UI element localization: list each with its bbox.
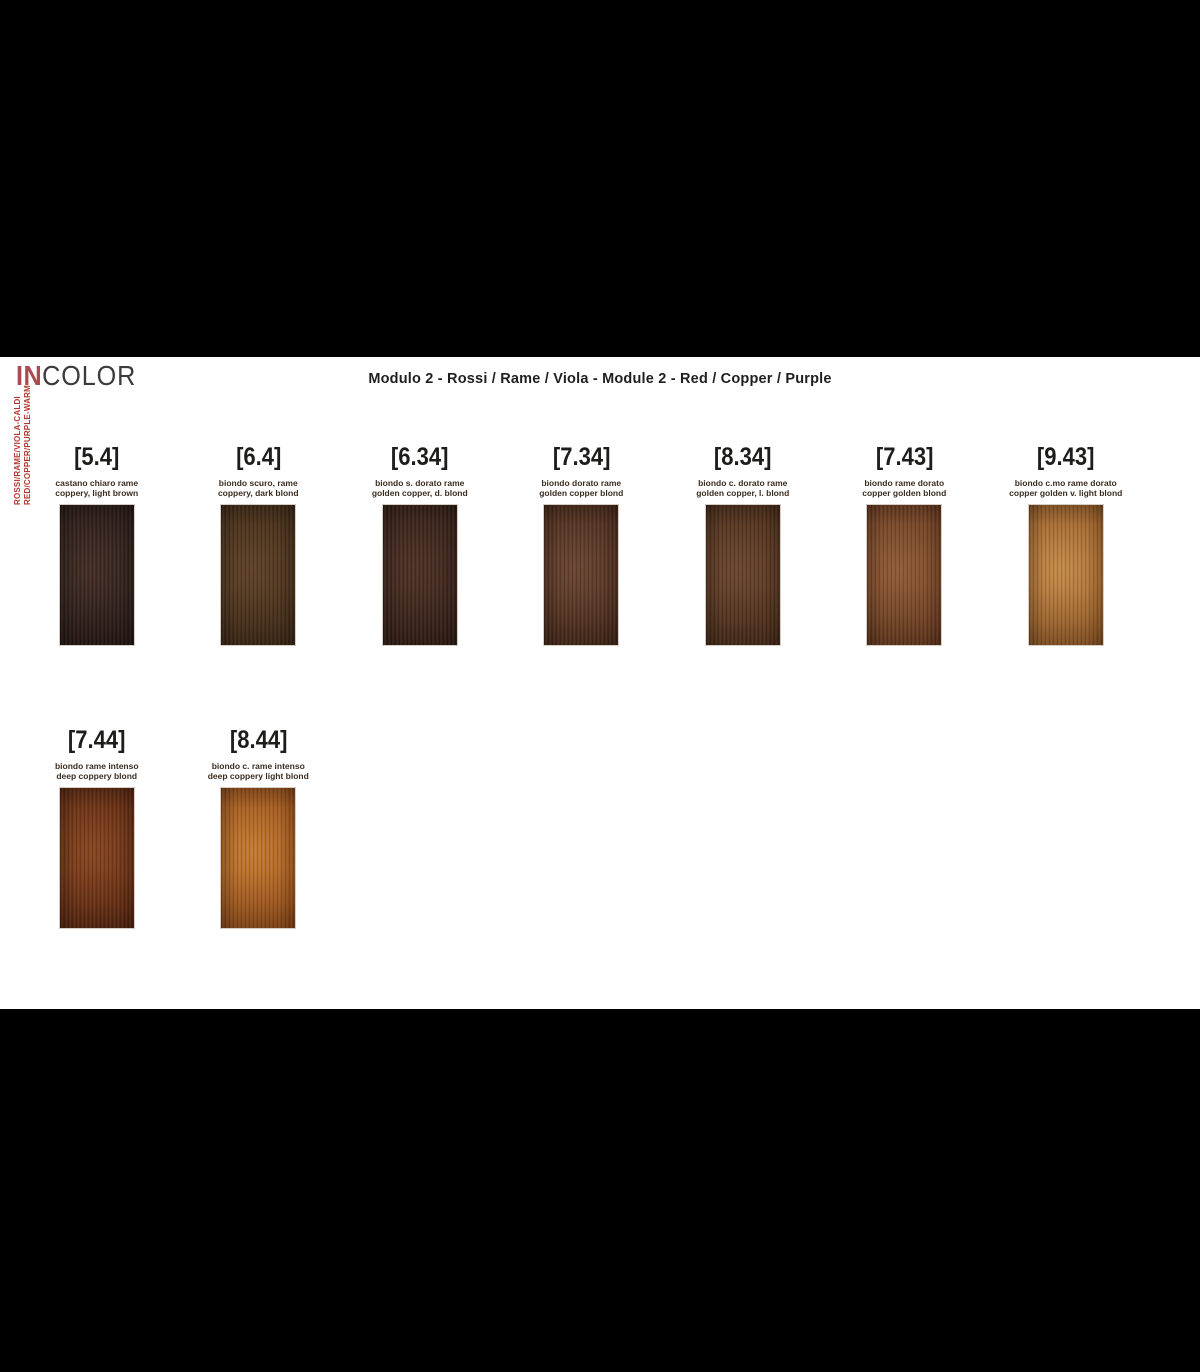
swatch-name-en: coppery, light brown xyxy=(55,488,139,498)
swatch-cell: [7.44] biondo rame intenso deep coppery … xyxy=(16,727,178,929)
swatch-code: [7.43] xyxy=(875,443,933,471)
swatch-description: biondo c.mo rame dorato copper golden v.… xyxy=(1009,478,1122,498)
swatch-name-en: deep coppery blond xyxy=(56,771,138,781)
page-title: Modulo 2 - Rossi / Rame / Viola - Module… xyxy=(368,371,832,387)
swatch-cell: [5.4] castano chiaro rame coppery, light… xyxy=(16,444,178,646)
swatch-description: biondo s. dorato rame golden copper, d. … xyxy=(372,478,468,498)
swatch-name-it: biondo dorato rame xyxy=(541,478,622,488)
incolor-logo: INCOLOR xyxy=(16,360,136,392)
hair-swatch xyxy=(704,504,781,646)
swatch-name-it: biondo c. rame intenso xyxy=(211,761,305,771)
swatch-name-en: golden copper, l. blond xyxy=(696,488,790,498)
swatch-description: biondo rame intenso deep coppery blond xyxy=(55,761,139,781)
swatch-name-en: copper golden v. light blond xyxy=(1009,488,1123,498)
swatch-description: biondo dorato rame golden copper blond xyxy=(539,478,623,498)
hair-swatch xyxy=(381,504,458,646)
swatch-name-it: biondo c. dorato rame xyxy=(698,478,788,488)
swatch-row-1: [5.4] castano chiaro rame coppery, light… xyxy=(16,444,1147,646)
swatch-code: [6.4] xyxy=(235,443,281,471)
swatch-code: [8.44] xyxy=(229,726,287,754)
swatch-code: [7.44] xyxy=(68,726,126,754)
logo-suffix: COLOR xyxy=(42,360,137,391)
swatch-name-en: copper golden blond xyxy=(862,488,947,498)
swatch-code: [7.34] xyxy=(552,443,610,471)
swatch-description: biondo rame dorato copper golden blond xyxy=(862,478,946,498)
swatch-cell: [7.43] biondo rame dorato copper golden … xyxy=(824,444,986,646)
swatch-code: [5.4] xyxy=(74,443,120,471)
hair-swatch xyxy=(58,787,135,929)
swatch-description: biondo scuro, rame coppery, dark blond xyxy=(218,478,299,498)
swatch-code: [6.34] xyxy=(391,443,449,471)
swatch-row-2: [7.44] biondo rame intenso deep coppery … xyxy=(16,727,339,929)
swatch-name-en: golden copper, d. blond xyxy=(371,488,468,498)
swatch-name-en: golden copper blond xyxy=(539,488,624,498)
swatch-name-it: biondo scuro, rame xyxy=(218,478,298,488)
swatch-name-en: coppery, dark blond xyxy=(217,488,299,498)
swatch-code: [8.34] xyxy=(714,443,772,471)
hair-swatch xyxy=(220,787,297,929)
hair-swatch xyxy=(866,504,943,646)
catalog-sheet: INCOLOR Modulo 2 - Rossi / Rame / Viola … xyxy=(0,357,1200,1009)
swatch-cell: [8.34] biondo c. dorato rame golden copp… xyxy=(662,444,824,646)
swatch-description: biondo c. rame intenso deep coppery ligh… xyxy=(208,761,309,781)
swatch-cell: [6.4] biondo scuro, rame coppery, dark b… xyxy=(178,444,340,646)
swatch-code: [9.43] xyxy=(1037,443,1095,471)
swatch-name-en: deep coppery light blond xyxy=(207,771,309,781)
swatch-name-it: castano chiaro rame xyxy=(55,478,139,488)
logo-prefix: IN xyxy=(16,360,43,391)
swatch-cell: [7.34] biondo dorato rame golden copper … xyxy=(501,444,663,646)
swatch-cell: [8.44] biondo c. rame intenso deep coppe… xyxy=(178,727,340,929)
swatch-cell: [6.34] biondo s. dorato rame golden copp… xyxy=(339,444,501,646)
swatch-cell: [9.43] biondo c.mo rame dorato copper go… xyxy=(985,444,1147,646)
hair-swatch xyxy=(543,504,620,646)
hair-swatch xyxy=(220,504,297,646)
swatch-name-it: biondo rame intenso xyxy=(54,761,139,771)
swatch-name-it: biondo c.mo rame dorato xyxy=(1014,478,1117,488)
hair-swatch xyxy=(1027,504,1104,646)
swatch-description: castano chiaro rame coppery, light brown xyxy=(55,478,138,498)
swatch-name-it: biondo rame dorato xyxy=(864,478,945,488)
swatch-name-it: biondo s. dorato rame xyxy=(375,478,465,488)
hair-swatch xyxy=(58,504,135,646)
swatch-description: biondo c. dorato rame golden copper, l. … xyxy=(696,478,789,498)
